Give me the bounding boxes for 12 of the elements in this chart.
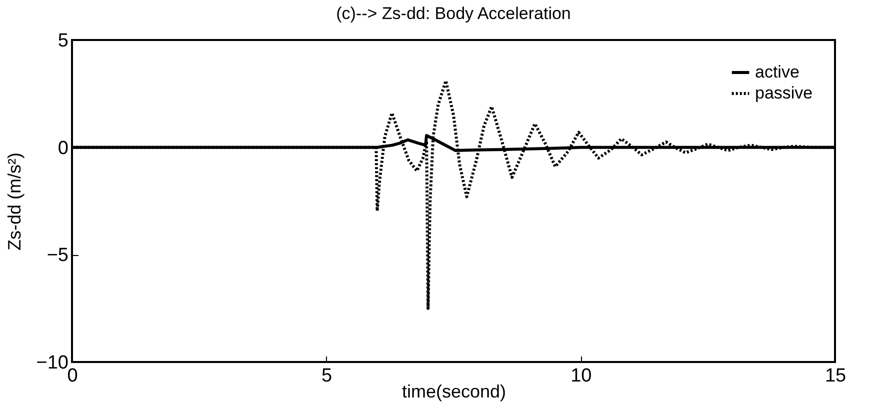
x-tick-label: 5 — [322, 366, 332, 386]
legend-label: active — [755, 62, 800, 82]
y-tick-label: 5 — [58, 30, 68, 52]
y-tick-label: 0 — [58, 138, 68, 159]
y-tick-label: −10 — [36, 352, 68, 374]
x-tick-label: 10 — [570, 366, 592, 386]
y-tick-label: −5 — [46, 245, 68, 266]
legend-label: passive — [755, 84, 813, 102]
x-axis-title: time(second) — [402, 382, 506, 402]
x-tick-label: 15 — [824, 366, 846, 386]
chart-title: (c)--> Zs-dd: Body Acceleration — [336, 4, 571, 23]
y-axis-title: Zs-dd (m/s²) — [4, 152, 24, 250]
